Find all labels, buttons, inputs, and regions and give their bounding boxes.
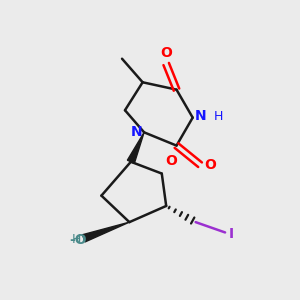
Text: N: N bbox=[195, 109, 207, 123]
Text: H: H bbox=[213, 110, 223, 123]
Text: N: N bbox=[131, 125, 142, 139]
Text: O: O bbox=[205, 158, 216, 172]
Polygon shape bbox=[82, 222, 129, 242]
Text: O: O bbox=[160, 46, 172, 60]
Polygon shape bbox=[128, 132, 144, 163]
Text: -O: -O bbox=[70, 233, 87, 247]
Text: I: I bbox=[229, 227, 234, 241]
Text: O: O bbox=[165, 154, 177, 168]
Text: H: H bbox=[71, 233, 81, 246]
